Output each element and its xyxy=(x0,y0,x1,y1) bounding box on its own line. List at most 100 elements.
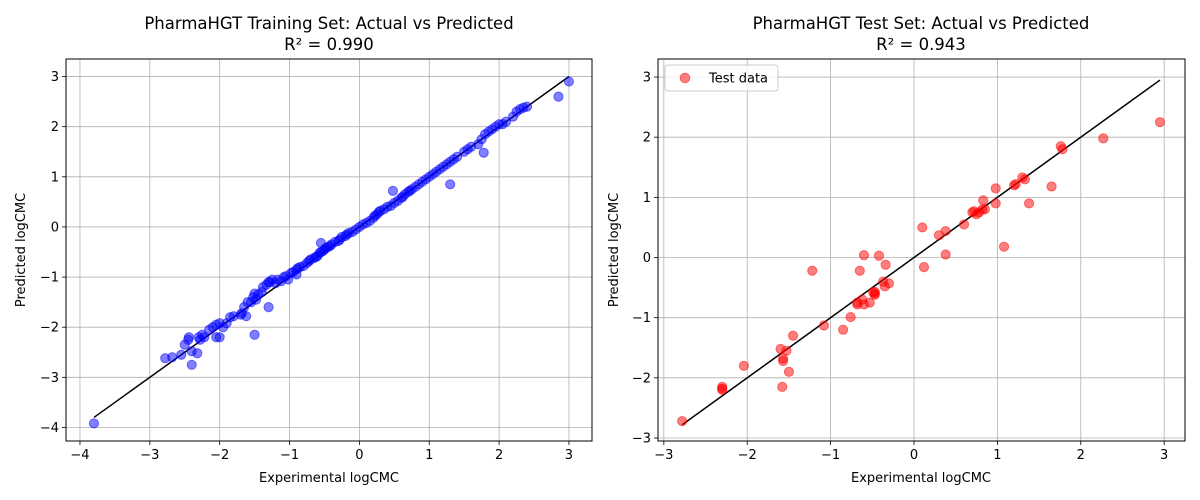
training-x-axis: −4 −3 −2 −1 0 1 2 3 xyxy=(70,441,573,463)
y-tick-label: 3 xyxy=(643,71,651,86)
data-point xyxy=(167,352,178,363)
test-y-axis: −3 −2 −1 0 1 2 3 xyxy=(632,71,658,446)
y-tick: 2 xyxy=(51,120,66,135)
y-tick: −1 xyxy=(40,271,66,286)
y-tick-label: 3 xyxy=(51,70,59,85)
data-point xyxy=(917,222,928,233)
y-tick-label: 2 xyxy=(51,120,59,135)
x-tick: 0 xyxy=(910,441,918,463)
data-point xyxy=(1154,117,1166,128)
y-tick: 0 xyxy=(51,220,66,235)
data-point xyxy=(845,311,856,323)
training-y-axis-label: Predicted logCMC xyxy=(14,193,29,307)
test-chart: PharmaHGT Test Set: Actual vs Predicted … xyxy=(607,14,1186,486)
data-point xyxy=(315,237,327,249)
x-tick-label: −2 xyxy=(738,448,757,463)
training-chart-title: PharmaHGT Training Set: Actual vs Predic… xyxy=(144,14,513,33)
x-tick-label: −3 xyxy=(140,448,159,463)
y-tick-label: 1 xyxy=(51,170,59,185)
x-tick-label: 2 xyxy=(1077,448,1085,463)
test-chart-subtitle: R² = 0.943 xyxy=(876,35,966,54)
data-point xyxy=(192,348,203,359)
x-tick-label: 0 xyxy=(910,448,918,463)
y-tick: 0 xyxy=(643,251,658,266)
x-tick-label: −2 xyxy=(210,448,229,463)
x-tick-label: −1 xyxy=(821,448,840,463)
y-tick-label: 1 xyxy=(643,191,651,206)
data-point xyxy=(387,185,399,196)
x-tick: 2 xyxy=(1077,441,1085,463)
x-tick: 2 xyxy=(495,441,503,463)
data-point xyxy=(869,286,880,297)
data-point xyxy=(478,147,489,158)
data-point xyxy=(677,416,688,427)
test-legend: Test data xyxy=(664,64,779,92)
x-tick-label: 3 xyxy=(1160,448,1168,463)
data-point xyxy=(445,179,456,190)
data-point xyxy=(783,366,795,377)
test-grid xyxy=(658,59,1185,441)
x-tick: −1 xyxy=(821,441,840,463)
x-tick: −4 xyxy=(70,441,90,463)
training-y-axis: −4 −3 −2 −1 0 1 2 3 xyxy=(40,70,66,436)
data-point xyxy=(199,332,210,343)
x-tick-label: −1 xyxy=(280,448,299,463)
x-tick: 1 xyxy=(993,441,1002,463)
data-point xyxy=(1019,174,1030,185)
x-tick-label: 1 xyxy=(993,448,1001,463)
data-point xyxy=(1098,133,1109,144)
y-tick-label: −4 xyxy=(40,421,59,436)
legend-marker xyxy=(679,72,691,84)
data-point xyxy=(998,241,1010,252)
x-tick-label: 3 xyxy=(565,448,573,463)
data-point xyxy=(787,330,799,341)
data-point xyxy=(553,91,564,102)
training-grid xyxy=(66,59,592,441)
training-points xyxy=(88,76,575,429)
x-tick-label: 2 xyxy=(495,448,503,463)
data-point xyxy=(1010,179,1021,190)
data-point xyxy=(918,262,930,273)
data-point xyxy=(818,320,830,331)
y-tick-label: −3 xyxy=(632,431,651,446)
training-chart: PharmaHGT Training Set: Actual vs Predic… xyxy=(14,14,593,486)
legend-label: Test data xyxy=(708,72,768,87)
data-point xyxy=(176,349,187,360)
data-point xyxy=(883,278,895,289)
data-point xyxy=(1046,181,1057,192)
test-plot-area xyxy=(657,58,1186,442)
data-point xyxy=(186,359,197,370)
data-point xyxy=(838,324,849,335)
x-tick: 0 xyxy=(355,441,364,463)
data-point xyxy=(940,225,951,237)
test-points xyxy=(677,117,1166,427)
x-tick: −2 xyxy=(738,441,757,463)
data-point xyxy=(500,116,512,127)
y-tick: −3 xyxy=(40,371,66,386)
data-point xyxy=(738,360,749,371)
y-tick-label: 0 xyxy=(643,251,651,266)
data-point xyxy=(777,381,788,392)
y-tick: −2 xyxy=(40,321,66,336)
x-tick: 3 xyxy=(565,441,573,463)
data-point xyxy=(249,329,260,340)
y-tick: 2 xyxy=(643,131,658,146)
y-tick-label: −2 xyxy=(40,321,59,336)
x-tick: −2 xyxy=(210,441,229,463)
data-point xyxy=(807,265,818,276)
y-tick: −3 xyxy=(632,431,658,446)
data-point xyxy=(452,151,463,162)
data-point xyxy=(858,250,870,261)
data-point xyxy=(263,302,274,313)
test-x-axis: −3 −2 −1 0 1 2 3 xyxy=(654,441,1168,463)
training-chart-subtitle: R² = 0.990 xyxy=(284,35,374,54)
x-tick-label: 0 xyxy=(355,448,363,463)
data-point xyxy=(563,76,575,87)
test-axes-frame xyxy=(657,58,1186,442)
y-tick: −1 xyxy=(632,311,658,326)
y-tick-label: −3 xyxy=(40,371,59,386)
x-tick: −3 xyxy=(654,441,673,463)
data-point xyxy=(958,219,970,230)
data-point xyxy=(1023,198,1035,209)
